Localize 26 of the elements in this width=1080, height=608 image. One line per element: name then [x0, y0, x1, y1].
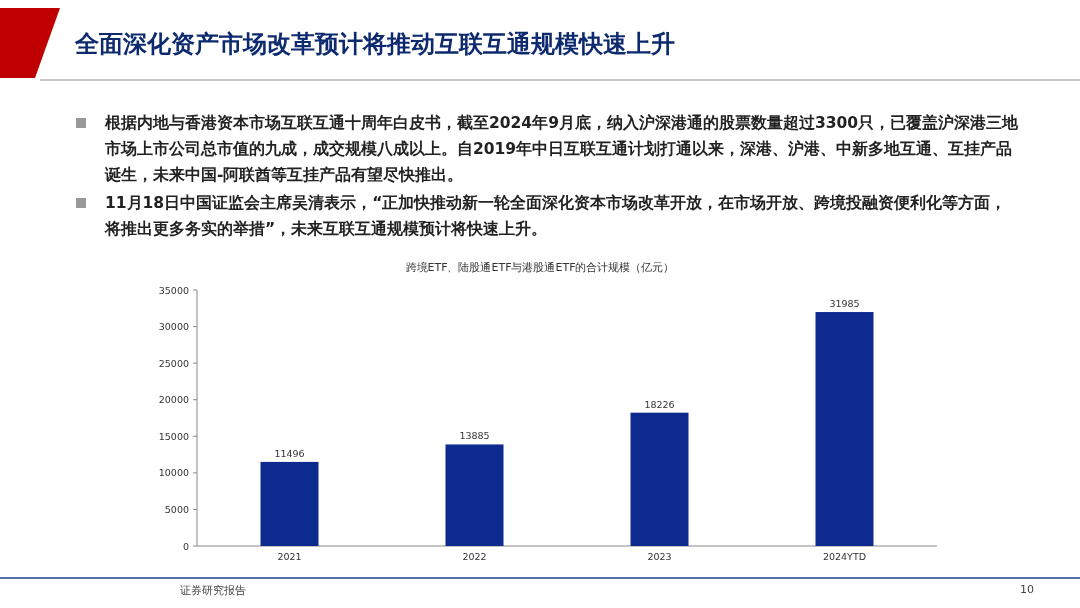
y-tick-label: 5000: [164, 503, 189, 515]
text: 10: [1020, 583, 1034, 596]
x-tick-label: 2022: [462, 551, 487, 562]
bar: [815, 312, 874, 546]
y-tick-label: 15000: [158, 430, 189, 442]
text: 根据内地与香港资本市场互联互通十周年白皮书，截至2024年9月底，纳入沪深港通的股票数量超过3300只，已覆盖沪深港三地市场上市公司总市值的九成，成交规模八成以上。自2019年中日互联互通计划打通以来，深港、沪港、中新多地互通、互挂产品诞生，未来中国-阿联酋等互挂产品有望尽快推出。: [105, 113, 1020, 186]
bar: [445, 444, 504, 546]
text: 证券研究报告: [180, 583, 246, 598]
y-tick-label: 0: [182, 540, 189, 552]
y-tick-label: 35000: [158, 284, 189, 296]
x-tick-label: 2024YTD: [822, 551, 867, 562]
bar: [630, 412, 689, 546]
bar: [260, 461, 319, 546]
y-tick-label: 10000: [158, 467, 189, 479]
data-label: 11496: [274, 447, 305, 459]
x-tick-label: 2021: [277, 551, 302, 562]
data-label: 18226: [644, 398, 675, 410]
y-tick-label: 25000: [158, 357, 189, 369]
data-label: 31985: [829, 298, 860, 310]
data-label: 13885: [459, 430, 490, 442]
y-tick-label: 20000: [158, 394, 189, 406]
chart-title: 全面深化资产市场改革预计将推动互联互通规模快速上升: [75, 28, 675, 60]
chart-subtitle: 跨境ETF、陆股通ETF与港股通ETF的合计规模（亿元）: [404, 260, 676, 275]
text: 11月18日中国证监会主席吴清表示，“正加快推动新一轮全面深化资本市场改革开放，在市场开放、跨境投融资便利化等方面，将推出更多务实的举措”，未来互联互通规模预计将快速上升。: [105, 193, 1008, 240]
x-tick-label: 2023: [647, 551, 672, 562]
y-tick-label: 30000: [158, 321, 189, 333]
